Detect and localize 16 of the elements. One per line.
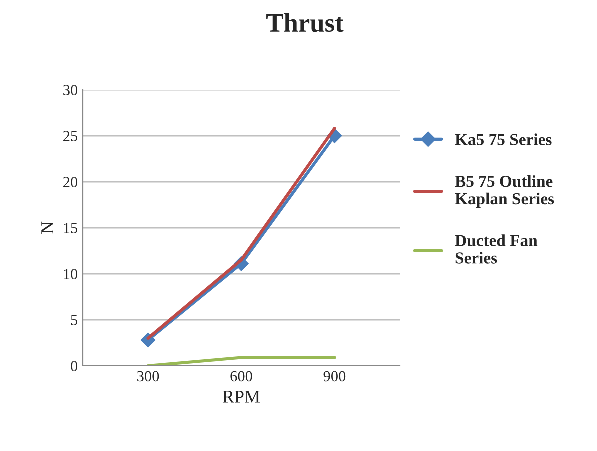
- y-tick-label: 30: [64, 85, 78, 96]
- y-tick-label: 0: [71, 361, 78, 372]
- x-tick-label: 600: [230, 371, 252, 382]
- legend-label: B5 75 Outline Kaplan Series: [455, 175, 554, 208]
- legend-label: Ka5 75 Series: [455, 134, 552, 146]
- y-tick-label: 25: [64, 131, 78, 142]
- y-tick-label: 5: [71, 315, 78, 326]
- y-tick-label: 10: [64, 269, 78, 280]
- y-tick-label: 15: [64, 223, 78, 234]
- legend-label: Ducted Fan Series: [455, 234, 538, 264]
- y-axis-title: N: [42, 222, 54, 234]
- y-tick-label: 20: [64, 177, 78, 188]
- x-tick-label: 300: [138, 371, 160, 382]
- x-tick-label: 900: [324, 371, 346, 382]
- chart-title: Thrust: [266, 14, 344, 32]
- x-axis-title: RPM: [222, 390, 260, 403]
